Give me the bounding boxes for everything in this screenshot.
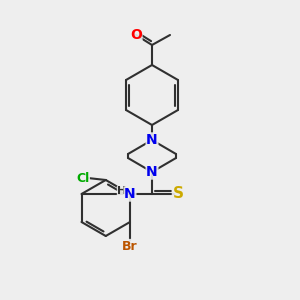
Text: H: H (117, 186, 127, 196)
Text: O: O (130, 28, 142, 42)
Text: N: N (146, 165, 158, 179)
Text: Cl: Cl (76, 172, 89, 184)
Text: S: S (172, 187, 184, 202)
Text: N: N (124, 187, 136, 201)
Text: N: N (146, 133, 158, 147)
Text: Br: Br (122, 239, 138, 253)
